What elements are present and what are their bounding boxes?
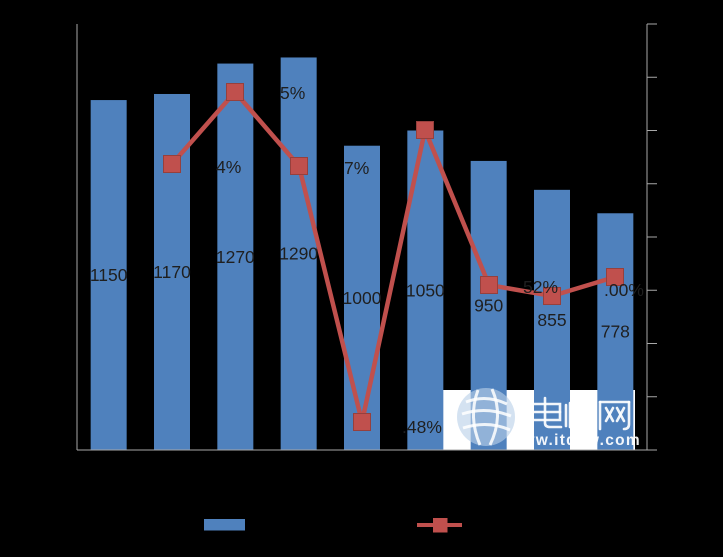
globe-icon: [472, 389, 482, 446]
watermark-cjk-glyphs: [622, 400, 631, 431]
bar: [344, 145, 380, 450]
bar-value-label: 1000: [343, 288, 382, 308]
line-marker: [226, 83, 244, 101]
bar: [90, 100, 127, 451]
bar: [534, 189, 570, 451]
bars-layer: [90, 57, 634, 451]
bar-value-label: 1170: [153, 262, 191, 282]
watermark-cjk-glyphs: [529, 402, 562, 422]
bar-value-label: 1150: [90, 265, 128, 285]
line-marker: [480, 276, 498, 294]
line-layer: [163, 83, 624, 431]
watermark-cjk-glyphs: [615, 406, 626, 423]
bar-value-label: 1290: [279, 244, 318, 264]
line-marker: [163, 155, 181, 173]
globe-icon: [488, 388, 499, 446]
trend-line: [170, 88, 616, 423]
line-marker: [543, 287, 561, 305]
bar-value-label: 1050: [406, 280, 445, 300]
percent-label-fragment: 7%: [344, 158, 369, 178]
bar-value-label: 950: [474, 295, 503, 315]
line-marker: [290, 157, 308, 175]
globe-icon: [465, 397, 508, 406]
percent-label-fragment: 52%: [523, 277, 558, 297]
watermark-cjk-glyphs: [543, 396, 563, 429]
bar: [280, 57, 317, 450]
watermark-url: www.itdcw.com: [508, 432, 641, 449]
line-marker: [353, 413, 371, 431]
legend-line-marker-swatch: [433, 518, 448, 533]
line-marker: [416, 121, 434, 139]
legend-layer: [204, 518, 462, 533]
percent-label-fragment: 5%: [280, 83, 305, 103]
bar-value-label: 855: [537, 310, 566, 330]
axes-layer: [76, 23, 657, 451]
bar-value-label: 778: [601, 322, 630, 342]
percent-label-fragment: 4%: [216, 157, 241, 177]
labels-layer: 1150 1170 1270 1290 1000 1050 950 855 778 4% 5% 7%.…: [90, 83, 644, 437]
bar: [217, 63, 254, 451]
legend-bar-swatch: [204, 519, 245, 531]
watermark-cjk-glyphs: [604, 406, 615, 423]
watermark-logo-layer: www.itdcw.com: [457, 388, 641, 449]
globe-icon: [461, 409, 512, 418]
percent-label-fragment: .00%: [604, 280, 644, 300]
bar: [597, 213, 634, 450]
globe-icon: [462, 423, 511, 432]
line-marker: [606, 268, 624, 286]
percent-label-fragment: .48%: [402, 417, 442, 437]
globe-icon: [457, 388, 515, 446]
bar-value-label: 1270: [216, 247, 255, 267]
